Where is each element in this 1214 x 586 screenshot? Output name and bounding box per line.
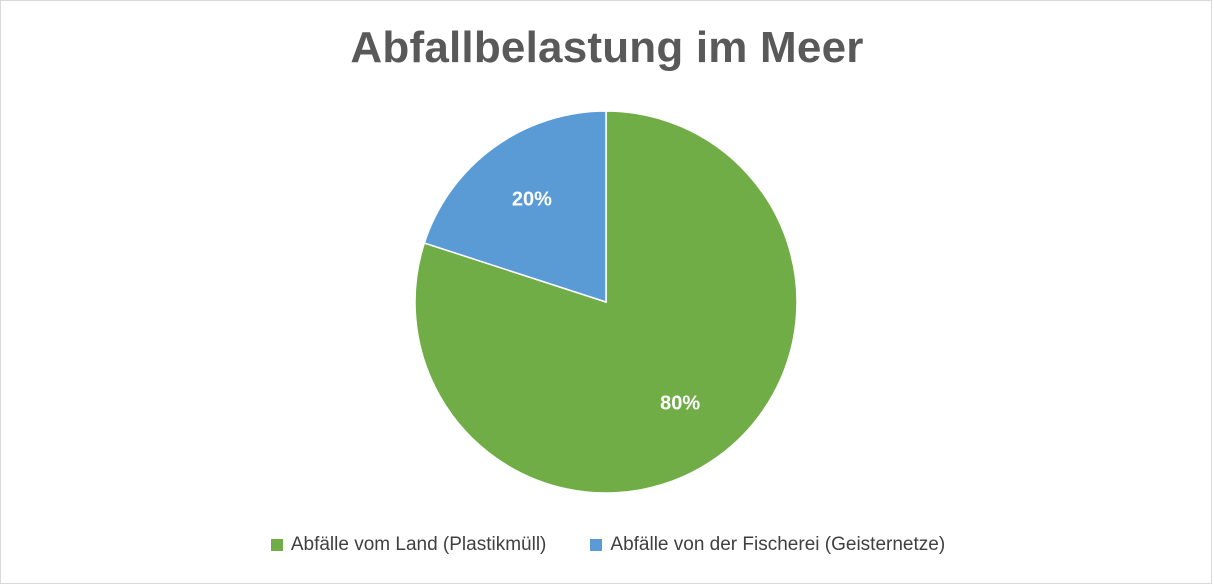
- legend-label-fischerei: Abfälle von der Fischerei (Geisternetze): [610, 534, 946, 555]
- legend: Abfälle vom Land (Plastikmüll) Abfälle v…: [169, 522, 1047, 568]
- pie-slice-fischerei: [423, 110, 607, 304]
- legend-swatch-land: [270, 539, 283, 551]
- data-label-land: 80%: [660, 392, 700, 414]
- data-label-fischerei: 20%: [512, 188, 552, 210]
- chart-title: Abfallbelastung im Meer: [350, 23, 864, 72]
- pie-slice-land: [414, 110, 798, 494]
- legend-item-fischerei: Abfälle von der Fischerei (Geisternetze): [590, 534, 945, 556]
- legend-swatch-fischerei: [590, 539, 603, 551]
- legend-label-land: Abfälle vom Land (Plastikmüll): [290, 534, 547, 555]
- legend-item-land: Abfälle vom Land (Plastikmüll): [270, 534, 547, 556]
